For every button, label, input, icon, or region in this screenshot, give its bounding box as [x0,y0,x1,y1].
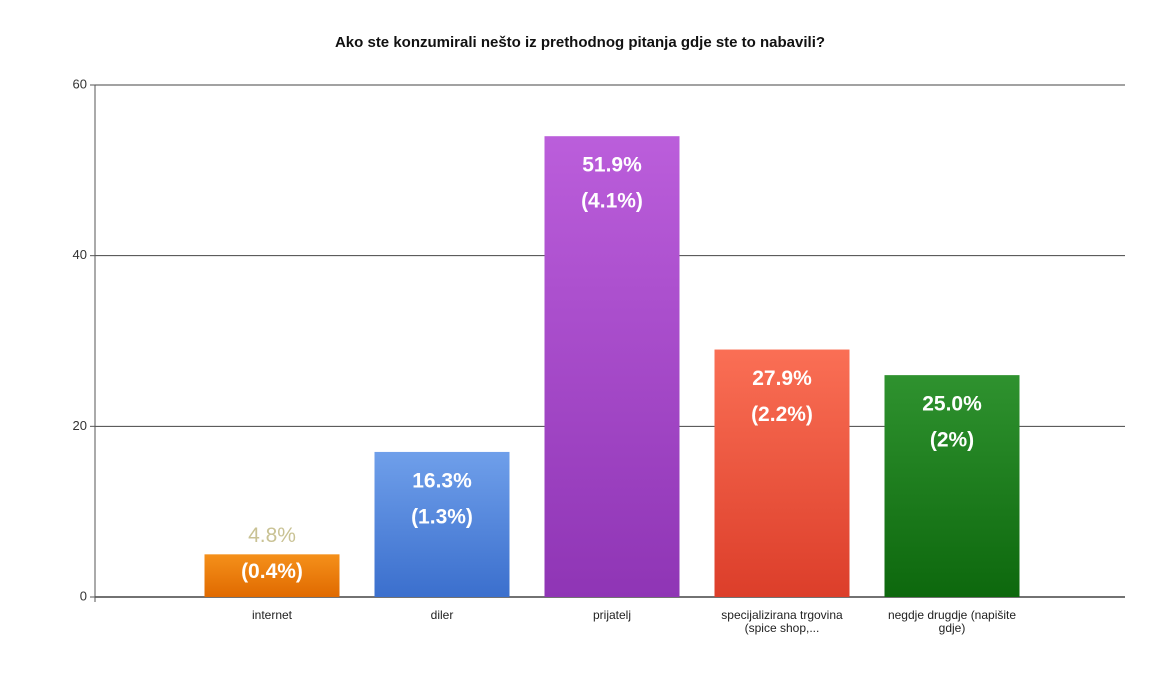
y-tick-label: 20 [73,418,87,433]
x-tick-label: specijalizirana trgovina (spice shop,... [721,608,843,635]
data-label: 27.9% [752,367,812,390]
bar [884,375,1020,597]
x-tick-label: prijatelj [592,608,631,622]
bar [714,349,850,597]
data-label: 25.0% [922,393,982,416]
data-label: (4.1%) [581,190,643,213]
bar [204,554,340,597]
data-label: 16.3% [412,469,472,492]
data-label: (2%) [930,429,974,452]
y-tick-label: 0 [80,588,87,603]
bar [374,451,510,597]
y-tick-label: 40 [73,247,87,262]
data-label: (0.4%) [241,560,303,583]
x-tick-label: internet [251,608,293,622]
y-tick-label: 60 [73,76,87,91]
data-label: 4.8% [248,524,296,547]
data-label: (1.3%) [411,505,473,528]
chart-title: Ako ste konzumirali nešto iz prethodnog … [335,34,825,51]
x-tick-label: negdje drugdje (napišite gdje) [887,608,1017,635]
data-label: 51.9% [582,154,642,177]
data-label: (2.2%) [751,403,813,426]
bar [544,136,680,597]
x-tick-label: diler [430,608,454,622]
